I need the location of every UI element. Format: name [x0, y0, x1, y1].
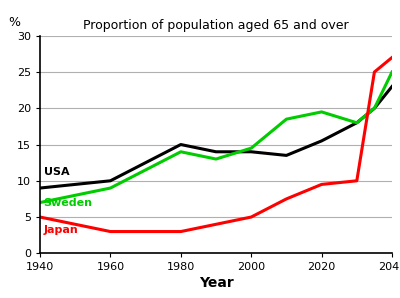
Text: %: %: [8, 16, 20, 29]
Text: USA: USA: [44, 167, 69, 177]
X-axis label: Year: Year: [199, 277, 233, 291]
Title: Proportion of population aged 65 and over: Proportion of population aged 65 and ove…: [83, 19, 349, 32]
Text: Japan: Japan: [44, 225, 78, 235]
Text: Sweden: Sweden: [44, 198, 92, 208]
